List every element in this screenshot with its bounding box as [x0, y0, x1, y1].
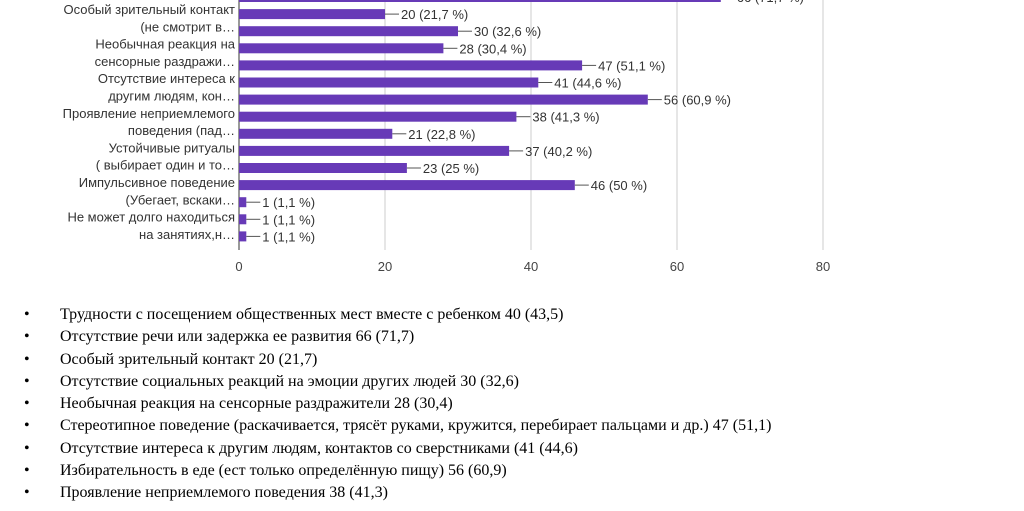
bullet-item: • Стереотипное поведение (раскачивается, …	[24, 415, 1014, 437]
category-label: Проявление неприемлемого	[63, 106, 235, 121]
bullet-text: Отсутствие речи или задержка ее развития…	[60, 328, 415, 346]
bar	[239, 128, 393, 139]
bullet-text: Отсутствие интереса к другим людям, конт…	[60, 439, 578, 457]
bar-data-label: 20 (21,7 %)	[401, 7, 468, 22]
bullet-text: Особый зрительный контакт 20 (21,7)	[60, 350, 318, 368]
bullet-text: Необычная реакция на сенсорные раздражит…	[60, 395, 453, 413]
bar	[239, 0, 721, 2]
x-tick-label: 20	[378, 259, 392, 274]
bullet-icon: •	[24, 372, 30, 390]
bullet-text: Избирательность в еде (ест только опреде…	[60, 462, 507, 480]
bar	[239, 94, 648, 105]
bar-data-label: 21 (22,8 %)	[408, 127, 475, 142]
bullet-text: Отсутствие социальных реакций на эмоции …	[60, 372, 519, 390]
bullet-item: • Избирательность в еде (ест только опред…	[24, 460, 1014, 482]
statistics-bullet-list: • Трудности с посещением общественных мес…	[24, 304, 1014, 505]
bullet-icon: •	[24, 395, 30, 413]
bar-data-label: 28 (30,4 %)	[459, 41, 526, 56]
bullet-item: • Трудности с посещением общественных мес…	[24, 304, 1014, 326]
bar	[239, 180, 575, 191]
bar	[239, 77, 539, 88]
bullet-item: • Необычная реакция на сенсорные раздражи…	[24, 393, 1014, 415]
bar	[239, 163, 407, 173]
category-label: Отсутствие интереса к	[98, 71, 235, 86]
x-tick-label: 40	[524, 259, 538, 274]
bar	[239, 26, 458, 37]
chart-data-labels: 66 (71,7 %) 20 (21,7 %) 30 (32,6 %) 28 (30,…	[246, 0, 804, 244]
bar	[239, 60, 583, 71]
bar-data-label: 66 (71,7 %)	[737, 0, 804, 5]
bar-data-label: 1 (1,1 %)	[262, 229, 315, 244]
bar	[239, 145, 510, 156]
bar	[239, 9, 385, 20]
bullet-item: • Проявление неприемлемого поведения 38 (…	[24, 482, 1014, 504]
bullet-item: • Отсутствие речи или задержка ее развити…	[24, 326, 1014, 348]
chart-category-labels: Особый зрительный контакт (не смотрит в… Н…	[63, 2, 236, 242]
bullet-icon: •	[24, 439, 30, 457]
bar	[239, 43, 444, 54]
bar-data-label: 56 (60,9 %)	[664, 93, 731, 108]
category-label: Импульсивное поведение	[79, 175, 235, 190]
bullet-icon: •	[24, 462, 30, 480]
bar-data-label: 1 (1,1 %)	[262, 195, 315, 210]
bullet-text: Трудности с посещением общественных мест…	[60, 306, 564, 323]
chart-x-ticks: 0 20 40 60 80	[235, 259, 830, 274]
category-label: поведения (пад…	[128, 123, 235, 138]
bullet-icon: •	[24, 417, 30, 435]
bar-data-label: 1 (1,1 %)	[262, 212, 315, 227]
bar-data-label: 30 (32,6 %)	[474, 24, 541, 39]
chart-bars	[239, 0, 721, 242]
bullet-text: Стереотипное поведение (раскачивается, т…	[60, 417, 772, 435]
x-tick-label: 0	[235, 259, 242, 274]
bar	[239, 214, 247, 225]
bar	[239, 111, 517, 122]
bar-data-label: 23 (25 %)	[423, 161, 479, 176]
bullet-item: • Отсутствие интереса к другим людям, кон…	[24, 438, 1014, 460]
category-label: Устойчивые ритуалы	[109, 140, 235, 155]
category-label: Особый зрительный контакт	[63, 2, 235, 17]
bullet-icon: •	[24, 306, 30, 323]
bullet-text: Проявление неприемлемого поведения 38 (4…	[60, 484, 388, 502]
x-tick-label: 80	[816, 259, 830, 274]
bullet-icon: •	[24, 484, 30, 502]
bar-data-label: 38 (41,3 %)	[532, 110, 599, 125]
bullet-icon: •	[24, 350, 30, 368]
x-tick-label: 60	[670, 259, 684, 274]
bullet-item: • Особый зрительный контакт 20 (21,7)	[24, 349, 1014, 371]
bullet-item: • Отсутствие социальных реакций на эмоции…	[24, 371, 1014, 393]
bar-data-label: 47 (51,1 %)	[598, 58, 665, 73]
category-label: Необычная реакция на	[95, 37, 235, 52]
bullet-icon: •	[24, 328, 30, 346]
bar	[239, 231, 247, 242]
category-label: другим людям, кон…	[108, 89, 235, 104]
bar-chart: 66 (71,7 %) 20 (21,7 %) 30 (32,6 %) 28 (30,…	[63, 0, 830, 274]
category-label: (Убегает, вскаки…	[126, 192, 235, 207]
category-label: Не может долго находиться	[67, 210, 235, 225]
category-label: ( выбирает один и то…	[96, 158, 235, 173]
category-label: (не смотрит в…	[140, 19, 235, 34]
category-label: сенсорные раздражи…	[95, 54, 235, 69]
category-label: на занятиях,н…	[139, 227, 235, 242]
bar-data-label: 37 (40,2 %)	[525, 144, 592, 159]
bar-data-label: 46 (50 %)	[591, 178, 647, 193]
bar	[239, 197, 247, 208]
bar-data-label: 41 (44,6 %)	[554, 76, 621, 91]
